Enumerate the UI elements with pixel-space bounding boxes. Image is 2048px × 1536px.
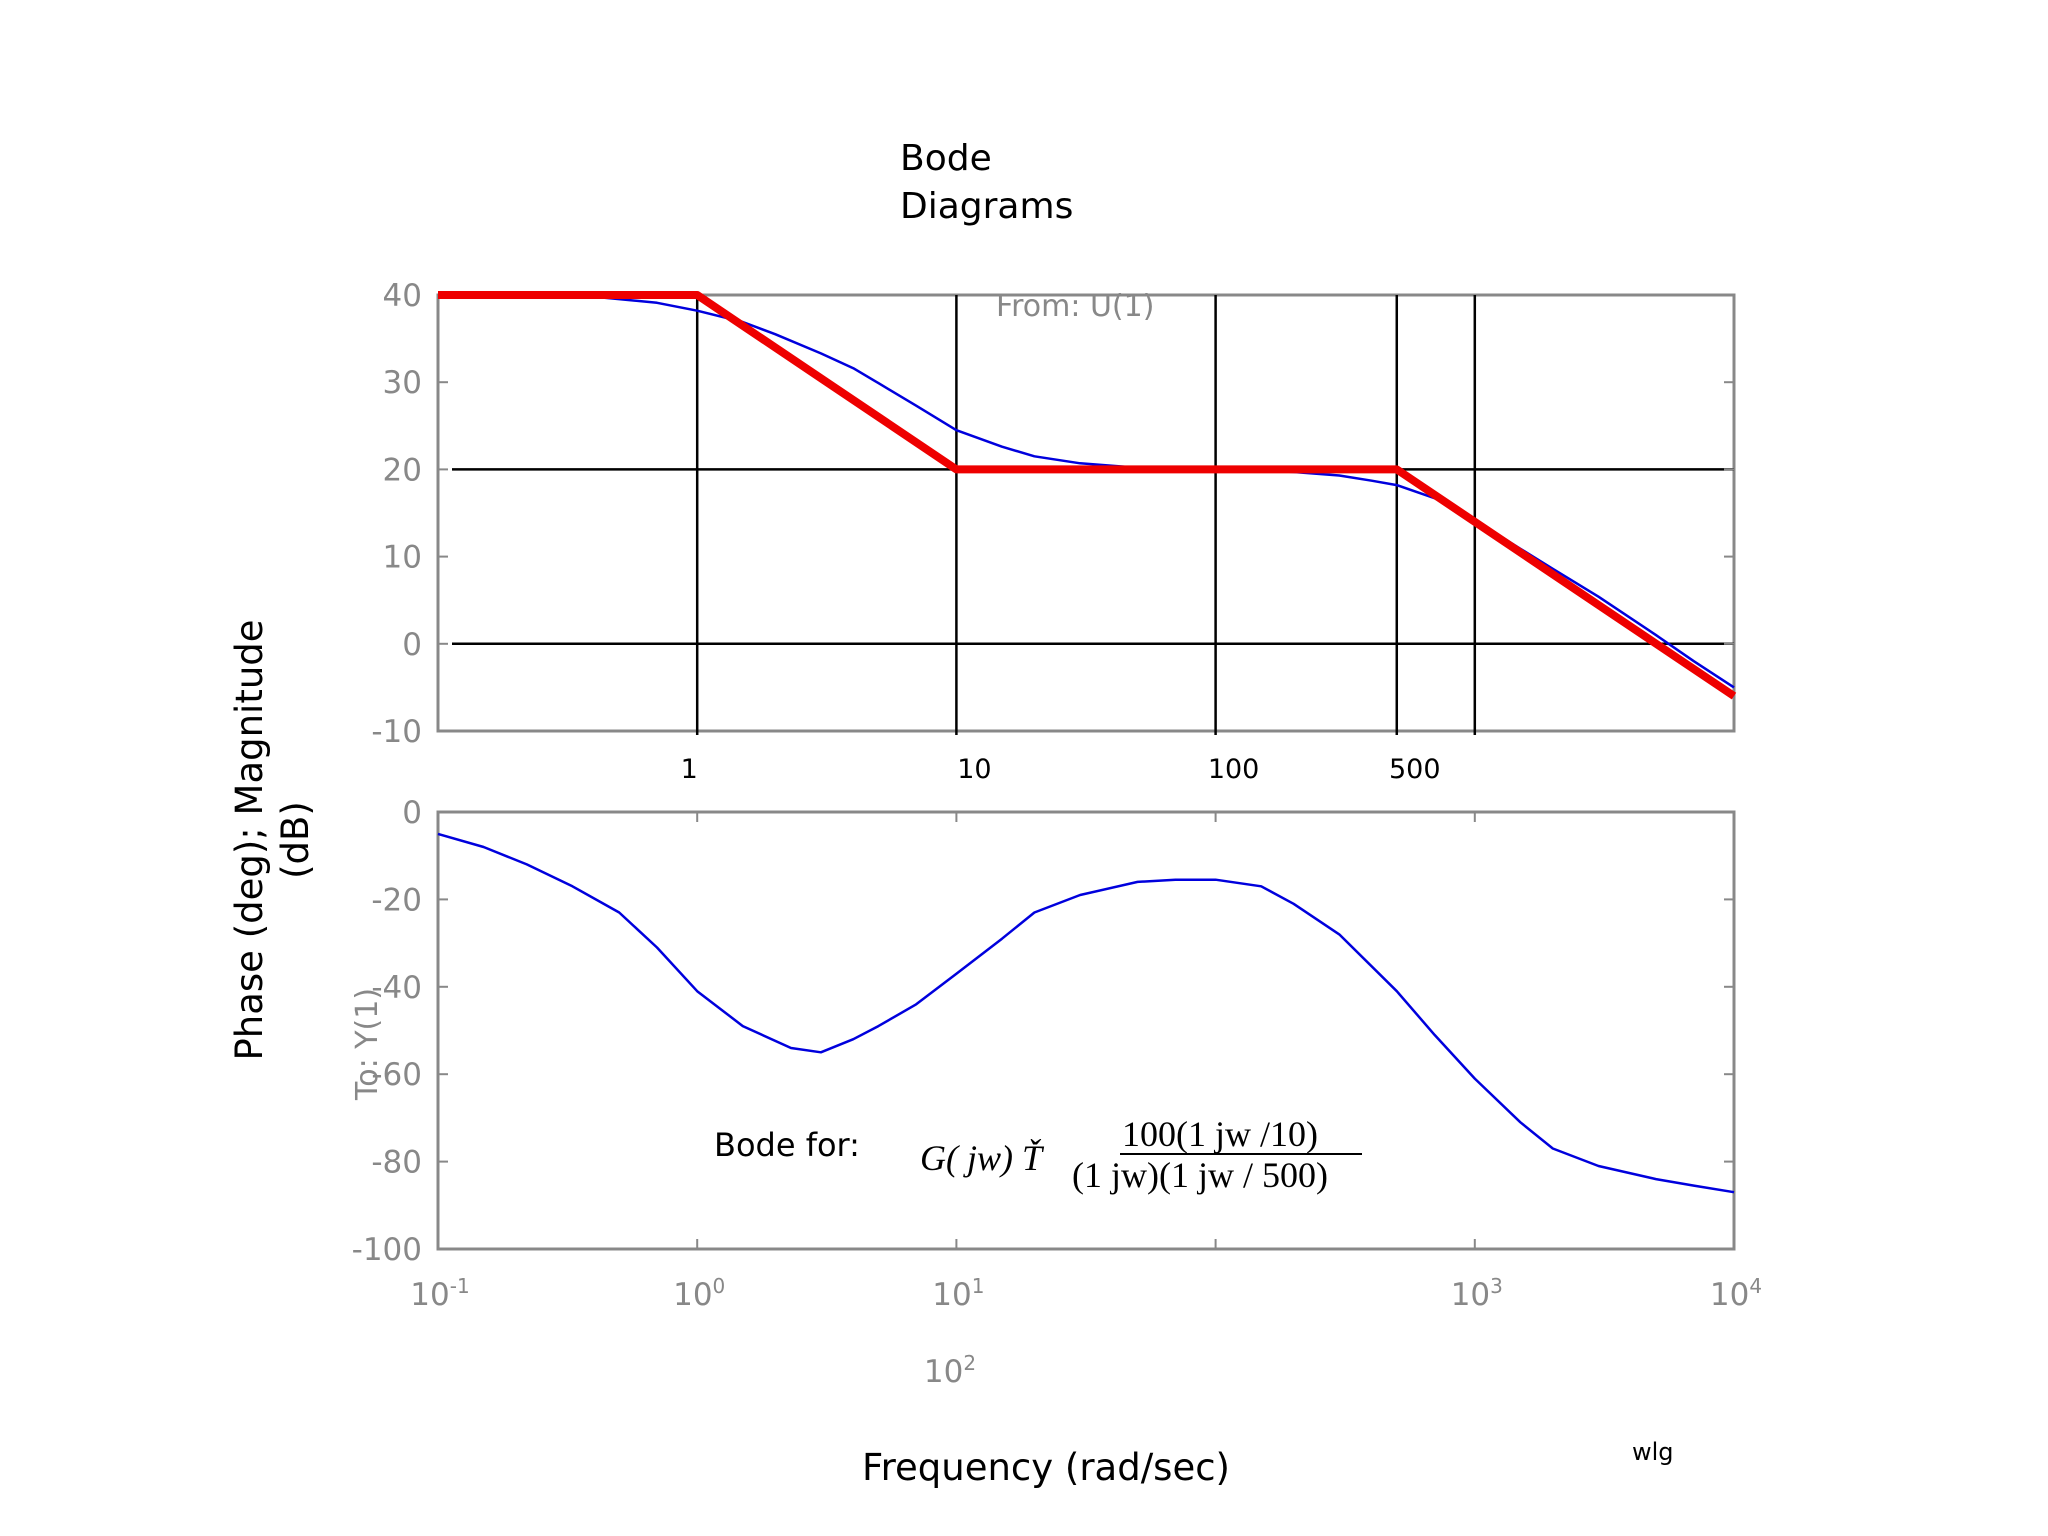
magnitude-y-tick-label: 20 (383, 452, 422, 488)
formula-lhs: G( jw) Ť (920, 1138, 1045, 1178)
to-label: To: Y(1) (350, 988, 385, 1101)
from-label: From: U(1) (996, 289, 1154, 324)
phase-y-tick-label: -100 (352, 1232, 422, 1268)
magnitude-y-tick-label: 10 (383, 540, 422, 576)
phase-x-tick-label: 104 (1710, 1274, 1762, 1313)
magnitude-series (437, 291, 1737, 700)
phase-y-tick-label: -80 (371, 1145, 422, 1181)
x-axis-label: Frequency (rad/sec) (862, 1446, 1230, 1489)
magnitude-response-line (437, 293, 1735, 689)
magnitude-y-tick-label: -10 (371, 714, 422, 750)
phase-plot: 0 -20 -40 -60 -80 -100 10-1 100 101 103 104 102 (352, 795, 1762, 1390)
magnitude-frequency-label: 500 (1389, 754, 1441, 785)
magnitude-y-ticks: 40 30 20 10 0 -10 (371, 278, 1734, 750)
magnitude-y-tick-label: 0 (402, 627, 422, 663)
chart-title-line-1: Bode (900, 138, 992, 179)
magnitude-grid (452, 295, 1734, 735)
to-label-group: To: Y(1) (350, 988, 385, 1101)
phase-x-tick-label: 10-1 (410, 1274, 469, 1313)
phase-frame (436, 810, 1736, 1251)
annotation-prefix: Bode for: (714, 1126, 860, 1164)
formula-denominator: (1 jw)(1 jw / 500) (1072, 1155, 1328, 1195)
author-initials: wlg (1632, 1438, 1674, 1466)
magnitude-y-tick-label: 40 (383, 278, 422, 314)
magnitude-frame (436, 293, 1736, 733)
chart-title-line-2: Diagrams (900, 186, 1073, 227)
magnitude-frequency-marks: 1 10 100 500 (681, 754, 1441, 785)
phase-y-tick-label: -60 (371, 1057, 422, 1093)
phase-y-tick-label: 0 (402, 795, 422, 831)
phase-x-tick-label: 103 (1451, 1274, 1503, 1313)
magnitude-frequency-label: 10 (957, 754, 991, 785)
formula-numerator: 100(1 jw /10) (1122, 1114, 1318, 1154)
y-axis-label-line-1: Phase (deg); Magnitude (228, 619, 271, 1060)
phase-y-tick-label: -40 (371, 970, 422, 1006)
phase-x-tick-label: 100 (673, 1274, 725, 1313)
phase-y-ticks: 0 -20 -40 -60 -80 -100 (352, 795, 1734, 1268)
phase-x-tick-label-extra: 102 (924, 1351, 976, 1390)
phase-response-line (437, 832, 1735, 1194)
phase-x-tick-label: 101 (932, 1274, 984, 1313)
y-axis-label: Phase (deg); Magnitude (dB) (228, 619, 317, 1060)
phase-x-ticks: 10-1 100 101 103 104 102 (410, 812, 1762, 1390)
magnitude-asymptote-line (438, 291, 1737, 700)
magnitude-y-tick-label: 30 (383, 365, 422, 401)
formula-annotation: Bode for: G( jw) Ť 100(1 jw /10) (1 jw)(… (714, 1114, 1362, 1195)
y-axis-label-line-2: (dB) (274, 801, 317, 879)
magnitude-frequency-label: 100 (1208, 754, 1260, 785)
phase-y-tick-label: -20 (371, 882, 422, 918)
phase-series (437, 832, 1735, 1194)
magnitude-frequency-label: 1 (681, 754, 698, 785)
